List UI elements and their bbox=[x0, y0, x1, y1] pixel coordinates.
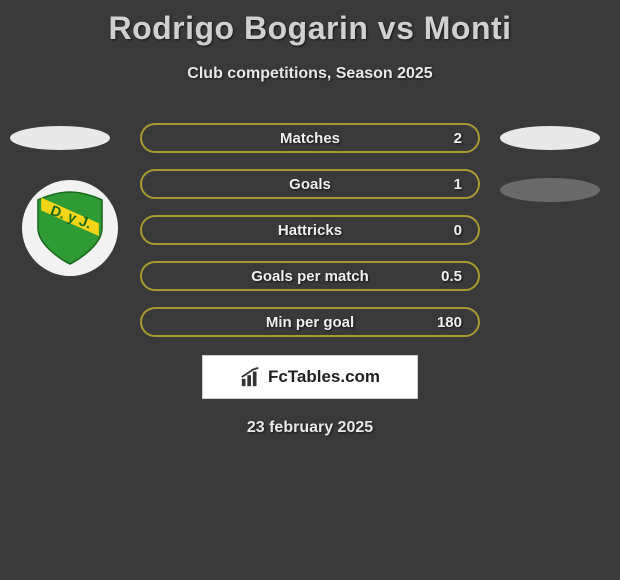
date-text: 23 february 2025 bbox=[0, 419, 620, 437]
stat-bar-mpg: Min per goal 180 bbox=[140, 307, 480, 337]
stat-bar-gpm: Goals per match 0.5 bbox=[140, 261, 480, 291]
stat-bar-goals: Goals 1 bbox=[140, 169, 480, 199]
stat-label: Hattricks bbox=[278, 222, 342, 239]
stat-label: Goals per match bbox=[251, 268, 369, 285]
stat-value: 0.5 bbox=[441, 268, 462, 285]
stat-bar-hattricks: Hattricks 0 bbox=[140, 215, 480, 245]
brand-text: FcTables.com bbox=[268, 367, 380, 387]
stat-label: Min per goal bbox=[266, 314, 354, 331]
stat-label: Matches bbox=[280, 130, 340, 147]
brand-box: FcTables.com bbox=[202, 355, 418, 399]
stats-area: Matches 2 Goals 1 Hattricks 0 Goals per … bbox=[0, 123, 620, 337]
stat-value: 1 bbox=[454, 176, 462, 193]
stat-value: 0 bbox=[454, 222, 462, 239]
page-title: Rodrigo Bogarin vs Monti bbox=[0, 0, 620, 47]
stat-value: 2 bbox=[454, 130, 462, 147]
subtitle: Club competitions, Season 2025 bbox=[0, 65, 620, 83]
stat-bar-matches: Matches 2 bbox=[140, 123, 480, 153]
chart-icon bbox=[240, 366, 262, 388]
stat-value: 180 bbox=[437, 314, 462, 331]
stat-label: Goals bbox=[289, 176, 331, 193]
